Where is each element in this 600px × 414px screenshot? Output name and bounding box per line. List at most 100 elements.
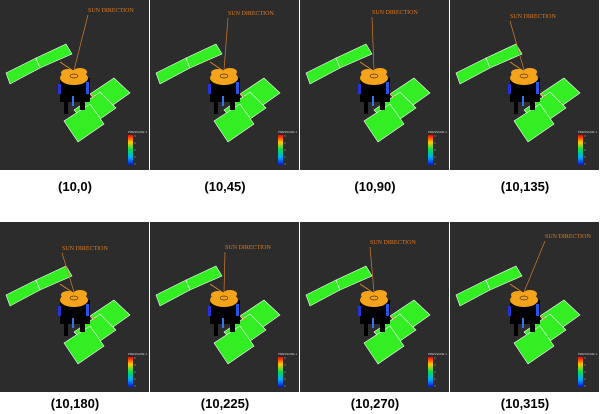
antenna-dish bbox=[523, 68, 537, 76]
sun-direction-label: SUN DIRECTION bbox=[62, 246, 108, 252]
pressure-colorbar bbox=[578, 135, 583, 165]
bus-pressure-patch bbox=[508, 306, 511, 316]
bus-pressure-patch bbox=[386, 304, 389, 316]
solar-wing-upper bbox=[455, 265, 523, 307]
sun-direction-line bbox=[73, 14, 89, 71]
colorbar-title: PRESSURE 1 bbox=[278, 130, 297, 134]
spacecraft-bus bbox=[358, 68, 390, 114]
antenna-dish bbox=[361, 69, 375, 77]
bus-leg bbox=[380, 98, 385, 110]
panel-label-8: (10,315) bbox=[500, 396, 550, 411]
spacecraft-render-6: SUN DIRECTION PRESSURE 1 bbox=[155, 245, 297, 387]
pressure-colorbar bbox=[278, 135, 283, 165]
bus-pressure-patch bbox=[236, 82, 239, 94]
antenna-rim bbox=[519, 73, 529, 79]
render-panel-5: SUN DIRECTION PRESSURE 1 bbox=[0, 222, 149, 392]
render-panel-2: SUN DIRECTION PRESSURE 1 bbox=[150, 0, 299, 170]
colorbar-title: PRESSURE 1 bbox=[278, 352, 297, 356]
spacecraft-bus bbox=[358, 290, 390, 336]
bus-leg bbox=[230, 98, 235, 110]
sun-direction-line bbox=[223, 251, 226, 293]
wing-boom bbox=[59, 283, 73, 293]
solar-cell bbox=[5, 57, 41, 85]
sun-direction-label: SUN DIRECTION bbox=[228, 11, 274, 17]
bus-pressure-patch bbox=[222, 96, 224, 106]
spacecraft-render-1: SUN DIRECTION PRESSURE 1 bbox=[5, 8, 147, 165]
bus-pressure-patch bbox=[208, 84, 211, 94]
solar-cell bbox=[155, 57, 191, 85]
bus-pressure-patch bbox=[536, 82, 539, 94]
pressure-colorbar bbox=[428, 357, 433, 387]
antenna-dish bbox=[511, 69, 525, 77]
solar-cell bbox=[305, 279, 341, 307]
antenna-dish bbox=[373, 290, 387, 298]
antenna-dish bbox=[61, 291, 75, 299]
sun-direction-line bbox=[223, 17, 229, 71]
antenna-rim bbox=[69, 73, 79, 79]
solar-wing-lower bbox=[63, 77, 131, 143]
spacecraft-render-4: SUN DIRECTION PRESSURE 1 bbox=[455, 14, 597, 165]
solar-cell bbox=[35, 43, 73, 69]
wing-boom bbox=[509, 61, 523, 71]
solar-wing-upper bbox=[155, 265, 223, 307]
wing-boom bbox=[209, 61, 223, 71]
bus-leg bbox=[514, 322, 518, 336]
figure-cell-8: SUN DIRECTION PRESSURE 1 (10,315) bbox=[450, 222, 600, 414]
render-panel-3: SUN DIRECTION PRESSURE 1 bbox=[300, 0, 449, 170]
colorbar-title: PRESSURE 1 bbox=[128, 352, 147, 356]
render-panel-1: SUN DIRECTION PRESSURE 1 bbox=[0, 0, 149, 170]
solar-cell bbox=[455, 57, 491, 85]
antenna-rim bbox=[219, 73, 229, 79]
antenna-rim bbox=[369, 295, 379, 301]
antenna-dish bbox=[211, 69, 225, 77]
solar-cell bbox=[185, 43, 223, 69]
wing-boom bbox=[209, 283, 223, 293]
solar-wing-upper bbox=[155, 43, 223, 85]
bus-leg bbox=[230, 320, 235, 332]
pressure-colorbar bbox=[128, 135, 133, 165]
solar-wing-upper bbox=[5, 265, 73, 307]
solar-wing-upper bbox=[455, 43, 523, 85]
sun-direction-line bbox=[61, 252, 75, 293]
solar-cell bbox=[335, 43, 373, 69]
sun-direction-line bbox=[523, 240, 546, 293]
panel-label-4: (10,135) bbox=[500, 179, 550, 194]
solar-cell bbox=[335, 265, 373, 291]
figure-cell-1: SUN DIRECTION PRESSURE 1 (10,0) bbox=[0, 0, 150, 205]
bus-leg bbox=[530, 320, 535, 332]
spacecraft-render-5: SUN DIRECTION PRESSURE 1 bbox=[5, 246, 147, 387]
figure-cell-3: SUN DIRECTION PRESSURE 1 (10,90) bbox=[300, 0, 450, 205]
bus-pressure-patch bbox=[522, 96, 524, 106]
spacecraft-bus bbox=[508, 68, 540, 114]
pressure-colorbar bbox=[278, 357, 283, 387]
wing-boom bbox=[509, 283, 523, 293]
antenna-dish bbox=[223, 68, 237, 76]
antenna-dish bbox=[73, 290, 87, 298]
bus-pressure-patch bbox=[372, 318, 374, 328]
solar-wing-lower bbox=[513, 77, 581, 143]
bus-pressure-patch bbox=[372, 96, 374, 106]
solar-wing-lower bbox=[363, 77, 431, 143]
antenna-rim bbox=[219, 295, 229, 301]
panel-label-7: (10,270) bbox=[350, 396, 400, 411]
solar-cell bbox=[485, 265, 523, 291]
bus-leg bbox=[364, 100, 368, 114]
render-panel-8: SUN DIRECTION PRESSURE 1 bbox=[450, 222, 599, 392]
solar-cell bbox=[305, 57, 341, 85]
bus-leg bbox=[530, 98, 535, 110]
antenna-rim bbox=[519, 295, 529, 301]
render-panel-7: SUN DIRECTION PRESSURE 1 bbox=[300, 222, 449, 392]
antenna-dish bbox=[73, 68, 87, 76]
solar-wing-upper bbox=[305, 43, 373, 85]
bus-leg bbox=[80, 98, 85, 110]
panel-label-2: (10,45) bbox=[204, 179, 246, 194]
colorbar-title: PRESSURE 1 bbox=[578, 352, 597, 356]
antenna-dish bbox=[211, 291, 225, 299]
spacecraft-render-3: SUN DIRECTION PRESSURE 1 bbox=[305, 10, 447, 165]
sun-direction-label: SUN DIRECTION bbox=[545, 234, 591, 240]
bus-leg bbox=[214, 100, 218, 114]
bus-leg bbox=[380, 320, 385, 332]
spacecraft-render-8: SUN DIRECTION PRESSURE 1 bbox=[455, 234, 597, 387]
solar-cell bbox=[185, 265, 223, 291]
solar-cell bbox=[455, 279, 491, 307]
